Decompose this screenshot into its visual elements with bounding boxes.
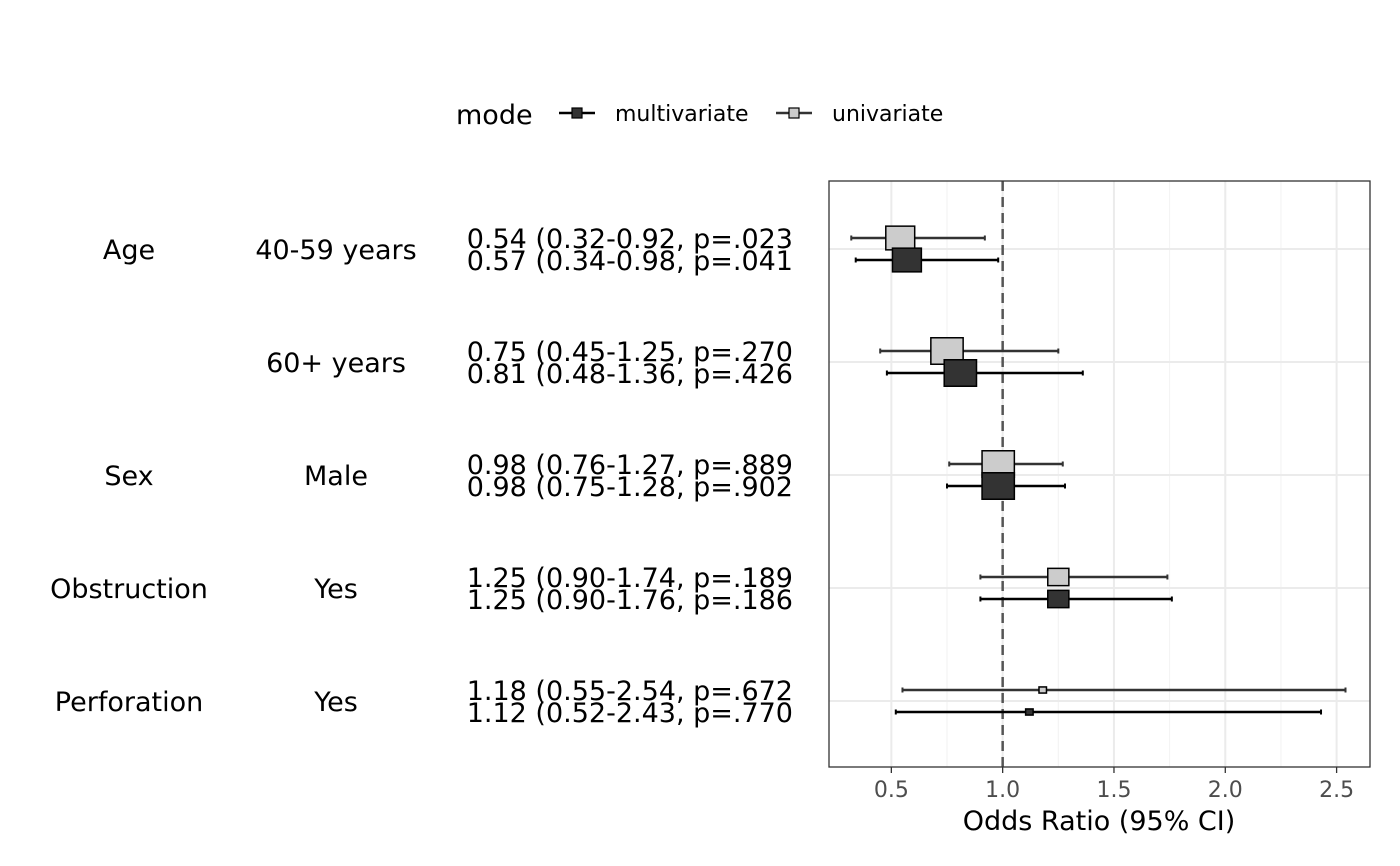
legend-key-univariate	[776, 107, 812, 119]
univariate-estimate-label: 0.54 (0.32-0.92, p=.023	[467, 224, 793, 255]
variable-labels: Age Sex Obstruction Perforation	[50, 235, 208, 718]
plot-panel	[828, 180, 1371, 768]
level-label: Yes	[313, 574, 358, 605]
variable-label: Sex	[104, 461, 153, 492]
univariate-estimate-label: 0.75 (0.45-1.25, p=.270	[467, 337, 793, 368]
multivariate-estimate-label: 0.81 (0.48-1.36, p=.426	[467, 359, 793, 390]
multivariate-estimate-label: 0.98 (0.75-1.28, p=.902	[467, 472, 793, 503]
level-label: Yes	[313, 687, 358, 718]
univariate-point	[885, 225, 916, 251]
x-axis: 0.5 1.0 1.5 2.0 2.5	[874, 767, 1354, 803]
multivariate-estimate-label: 1.25 (0.90-1.76, p=.186	[467, 585, 793, 616]
variable-label: Obstruction	[50, 574, 208, 605]
multivariate-point	[891, 247, 923, 273]
univariate-estimate-label: 1.25 (0.90-1.74, p=.189	[467, 563, 793, 594]
multivariate-point	[981, 472, 1016, 500]
multivariate-point	[943, 359, 978, 387]
univariate-point	[1047, 567, 1070, 587]
x-tick-label: 2.0	[1208, 778, 1243, 803]
legend-swatch-multivariate	[571, 107, 583, 119]
univariate-estimate	[901, 686, 1347, 694]
level-labels: 40-59 years 60+ years Male Yes Yes	[255, 235, 416, 718]
multivariate-estimate-label: 0.57 (0.34-0.98, p=.041	[467, 246, 793, 277]
legend-label-multivariate: multivariate	[615, 102, 749, 127]
legend-label-univariate: univariate	[832, 102, 943, 127]
level-label: Male	[304, 461, 368, 492]
panel-border	[828, 180, 1371, 768]
level-label: 60+ years	[266, 348, 406, 379]
data-marks	[850, 225, 1347, 716]
multivariate-point	[1024, 708, 1034, 716]
multivariate-estimate	[979, 589, 1173, 609]
multivariate-estimate-label: 1.12 (0.52-2.43, p=.770	[467, 698, 793, 729]
legend-title: mode	[456, 100, 533, 131]
x-tick-label: 0.5	[874, 778, 909, 803]
x-tick-label: 1.0	[985, 778, 1020, 803]
variable-label: Age	[103, 235, 155, 266]
x-tick-label: 2.5	[1319, 778, 1354, 803]
legend-swatch-univariate	[788, 107, 800, 119]
univariate-estimate	[979, 567, 1169, 587]
variable-label: Perforation	[55, 687, 203, 718]
multivariate-point	[1047, 589, 1070, 609]
level-label: 40-59 years	[255, 235, 416, 266]
legend: mode multivariate univariate	[456, 100, 943, 131]
multivariate-estimate	[894, 708, 1323, 716]
univariate-point	[1038, 686, 1048, 694]
multivariate-estimate	[854, 247, 1000, 273]
univariate-estimate-label: 1.18 (0.55-2.54, p=.672	[467, 676, 793, 707]
multivariate-estimate	[945, 472, 1066, 500]
x-axis-title: Odds Ratio (95% CI)	[963, 806, 1236, 837]
univariate-estimate-label: 0.98 (0.76-1.27, p=.889	[467, 450, 793, 481]
legend-key-multivariate	[559, 107, 595, 119]
multivariate-estimate	[885, 359, 1084, 387]
x-tick-label: 1.5	[1096, 778, 1131, 803]
